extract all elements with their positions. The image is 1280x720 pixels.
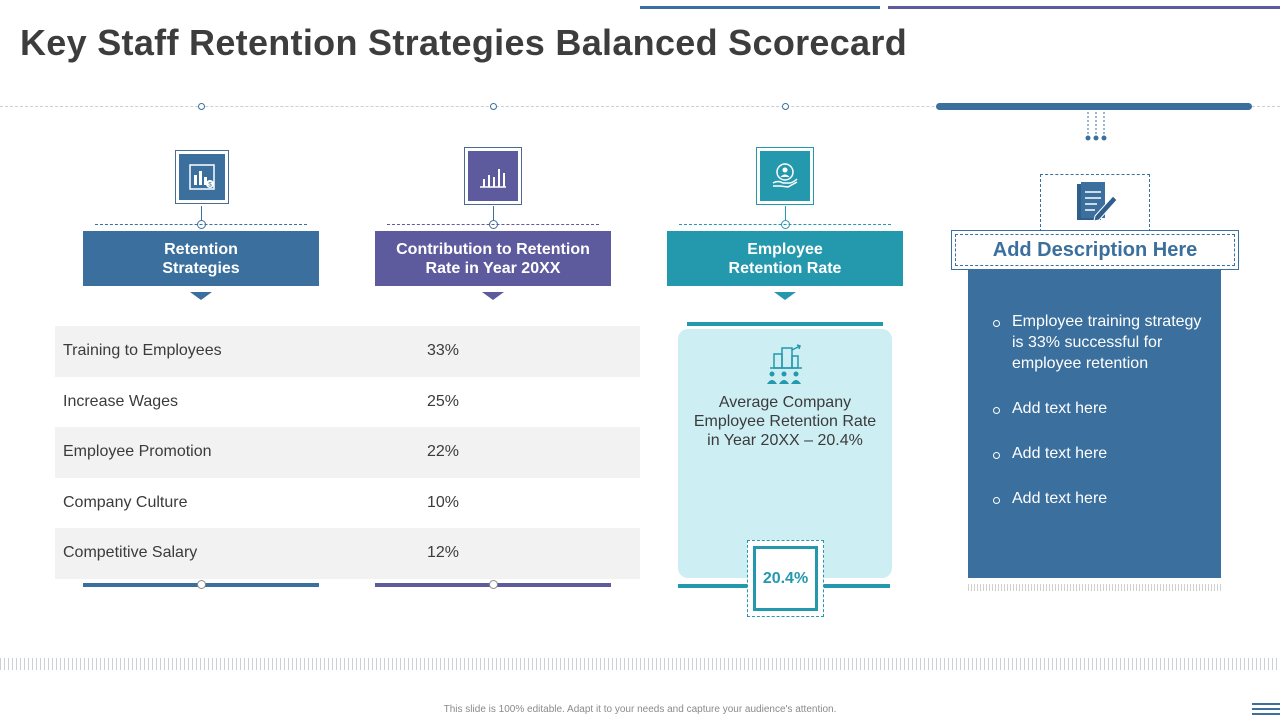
connector-dot xyxy=(489,580,498,589)
connector-stem xyxy=(493,206,494,224)
retention-card xyxy=(678,329,892,578)
value-cell: 22% xyxy=(426,443,460,461)
table-row: Competitive Salary 12% xyxy=(55,528,640,579)
bar-chart-icon xyxy=(468,151,518,201)
list-item: Add text here xyxy=(990,488,1205,509)
strategy-cell: Competitive Salary xyxy=(63,544,198,562)
down-arrow-icon xyxy=(774,292,796,300)
connector-dot xyxy=(782,103,789,110)
description-title: Add Description Here xyxy=(955,234,1235,266)
connector-dot xyxy=(198,103,205,110)
column-2-icon-frame xyxy=(464,147,522,205)
down-arrow-icon xyxy=(190,292,212,300)
description-icon-frame xyxy=(1040,174,1150,232)
list-item: Employee training strategy is 33% succes… xyxy=(990,311,1205,374)
retention-card-text: Average Company Employee Retention Rate … xyxy=(693,394,877,449)
company-people-icon xyxy=(767,344,802,384)
connector-dot xyxy=(197,580,206,589)
table-row: Company Culture 10% xyxy=(55,478,640,529)
value-cell: 12% xyxy=(426,544,460,562)
list-item: Add text here xyxy=(990,443,1205,464)
svg-text:$: $ xyxy=(208,183,212,189)
strategy-cell: Increase Wages xyxy=(63,392,179,410)
value-cell: 10% xyxy=(426,493,460,511)
retention-rate-badge: 20.4% xyxy=(753,546,818,611)
header-dashed-line xyxy=(95,224,307,225)
page-title: Key Staff Retention Strategies Balanced … xyxy=(20,22,907,63)
connector-stem xyxy=(785,206,786,224)
header-dashed-line xyxy=(679,224,891,225)
corner-lines-icon xyxy=(1252,703,1280,718)
column-3-header: Employee Retention Rate xyxy=(667,231,903,286)
value-cell: 33% xyxy=(426,342,460,360)
document-pen-icon xyxy=(1077,182,1118,222)
column-1-header: Retention Strategies xyxy=(83,231,319,286)
description-list: Employee training strategy is 33% succes… xyxy=(990,311,1205,533)
down-arrow-icon xyxy=(482,292,504,300)
list-item: Add text here xyxy=(990,398,1205,419)
header-dashed-line xyxy=(387,224,599,225)
description-panel xyxy=(968,268,1221,578)
connector-dot xyxy=(490,103,497,110)
column-3-icon-frame xyxy=(756,147,814,205)
card-top-bar xyxy=(687,322,883,326)
strategy-cell: Employee Promotion xyxy=(63,443,212,461)
table-row: Training to Employees 33% xyxy=(55,326,640,377)
divider-line xyxy=(0,106,1280,107)
decorative-hatch xyxy=(968,584,1221,591)
employee-hand-icon xyxy=(760,151,810,201)
value-cell: 25% xyxy=(426,392,460,410)
top-accent-bar xyxy=(640,6,880,9)
strategy-cell: Training to Employees xyxy=(63,342,222,360)
accent-pill-bar xyxy=(936,103,1252,110)
table-row: Employee Promotion 22% xyxy=(55,427,640,478)
column-2-header: Contribution to Retention Rate in Year 2… xyxy=(375,231,611,286)
strategy-cell: Company Culture xyxy=(63,493,188,511)
column-1-icon-frame: $ xyxy=(175,150,229,204)
strategy-table: Training to Employees 33% Increase Wages… xyxy=(55,326,640,579)
top-accent-bar xyxy=(888,6,1280,9)
dangling-dots-icon xyxy=(1085,112,1107,141)
footer-hatch-band xyxy=(0,658,1280,670)
connector-stem xyxy=(201,206,202,224)
footer-note: This slide is 100% editable. Adapt it to… xyxy=(443,704,837,715)
table-row: Increase Wages 25% xyxy=(55,377,640,428)
strategy-chart-icon: $ xyxy=(179,154,225,200)
